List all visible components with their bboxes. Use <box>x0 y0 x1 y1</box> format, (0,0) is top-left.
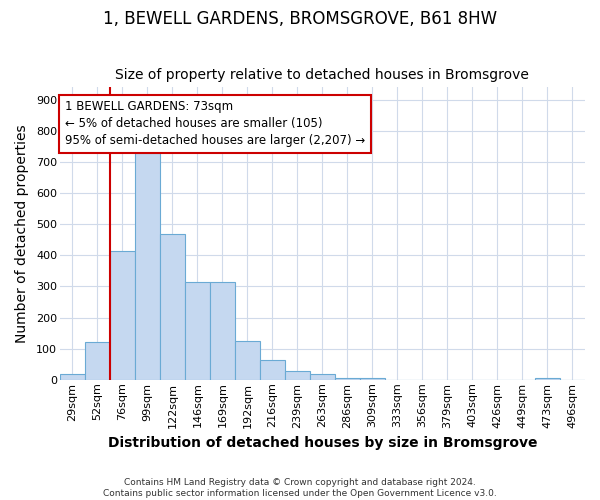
Y-axis label: Number of detached properties: Number of detached properties <box>15 124 29 343</box>
Bar <box>60 374 85 380</box>
Bar <box>160 234 185 380</box>
Bar <box>285 371 310 380</box>
Bar <box>260 360 285 380</box>
Text: 1 BEWELL GARDENS: 73sqm
← 5% of detached houses are smaller (105)
95% of semi-de: 1 BEWELL GARDENS: 73sqm ← 5% of detached… <box>65 100 365 148</box>
Bar <box>210 282 235 380</box>
Bar <box>135 152 160 380</box>
Text: 1, BEWELL GARDENS, BROMSGROVE, B61 8HW: 1, BEWELL GARDENS, BROMSGROVE, B61 8HW <box>103 10 497 28</box>
Bar <box>185 282 210 380</box>
Bar <box>335 378 360 380</box>
Text: Contains HM Land Registry data © Crown copyright and database right 2024.
Contai: Contains HM Land Registry data © Crown c… <box>103 478 497 498</box>
Bar <box>85 342 110 380</box>
Bar <box>535 378 560 380</box>
Bar <box>360 378 385 380</box>
Bar <box>310 374 335 380</box>
Bar <box>235 341 260 380</box>
Title: Size of property relative to detached houses in Bromsgrove: Size of property relative to detached ho… <box>115 68 529 82</box>
Bar <box>110 250 135 380</box>
X-axis label: Distribution of detached houses by size in Bromsgrove: Distribution of detached houses by size … <box>107 436 537 450</box>
